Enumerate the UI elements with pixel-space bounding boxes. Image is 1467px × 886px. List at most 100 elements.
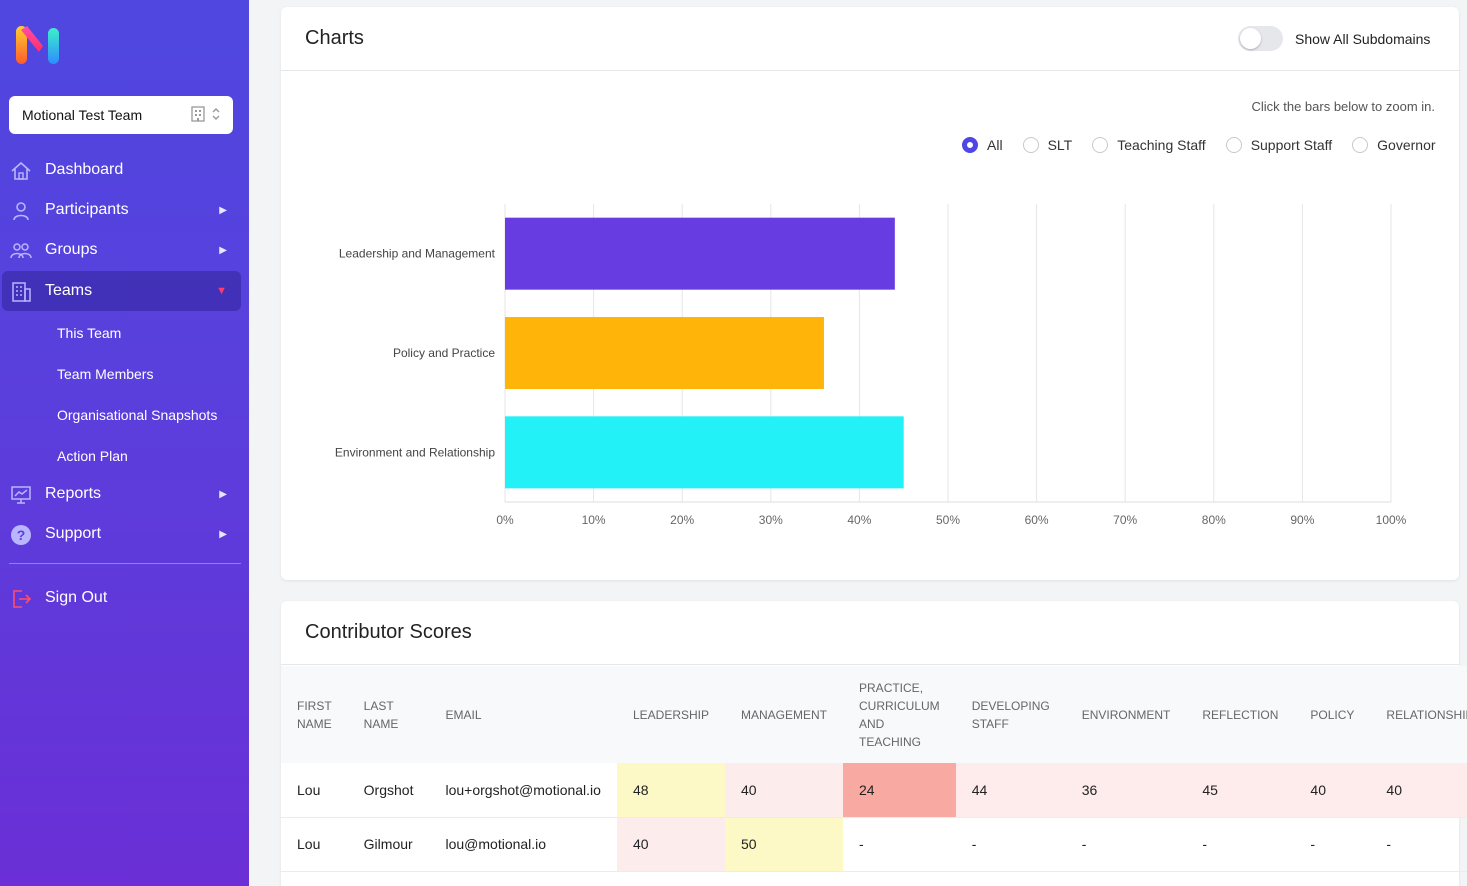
cell-score: 45	[1186, 763, 1295, 818]
nav-label: Reports	[45, 485, 102, 502]
contributor-scores-card: Contributor Scores FIRST NAME LAST NAME …	[281, 601, 1467, 886]
radio-dot	[1225, 137, 1242, 153]
radio-teaching-staff[interactable]: Teaching Staff	[1092, 137, 1206, 153]
staff-filter-radios: All SLT Teaching Staff Support Staff Gov…	[962, 137, 1436, 153]
team-select-value: Motional Test Team	[22, 107, 143, 123]
col-policy[interactable]: POLICY	[1294, 666, 1371, 763]
cell-score: -	[1370, 817, 1467, 872]
nav-participants[interactable]: Participants ▶	[2, 190, 241, 230]
bar[interactable]	[505, 317, 824, 389]
radio-label: SLT	[1047, 137, 1073, 153]
nav-label: Teams	[45, 282, 93, 299]
nav-label: Groups	[45, 241, 98, 258]
col-leadership[interactable]: LEADERSHIP	[616, 666, 725, 763]
radio-support-staff[interactable]: Support Staff	[1225, 137, 1333, 153]
table-row[interactable]: Lou Orgshot lou+orgshot@motional.io 48 4…	[281, 763, 1467, 818]
x-tick-label: 0%	[496, 513, 514, 527]
svg-text:?: ?	[17, 527, 26, 543]
bar[interactable]	[505, 217, 895, 290]
x-tick-label: 50%	[936, 513, 960, 527]
scores-table: FIRST NAME LAST NAME EMAIL LEADERSHIP MA…	[281, 666, 1467, 872]
nav-sign-out[interactable]: Sign Out	[2, 578, 241, 618]
col-environment[interactable]: ENVIRONMENT	[1065, 666, 1187, 763]
radio-dot	[1092, 137, 1109, 153]
cell-last-name: Gilmour	[347, 817, 430, 872]
subnav-this-team[interactable]: This Team	[57, 325, 122, 341]
cell-first-name: Lou	[281, 763, 348, 818]
nav-dashboard[interactable]: Dashboard	[2, 150, 241, 190]
col-last-name[interactable]: LAST NAME	[347, 666, 430, 763]
cell-score: 24	[843, 763, 956, 818]
cell-first-name: Lou	[281, 817, 348, 872]
subnav-action-plan[interactable]: Action Plan	[57, 448, 128, 464]
show-all-subdomains-toggle[interactable]	[1238, 26, 1283, 51]
radio-dot	[962, 137, 978, 153]
x-tick-label: 80%	[1202, 513, 1226, 527]
sidebar: Motional Test Team Dashboard Participan	[0, 0, 249, 886]
x-tick-label: 100%	[1376, 513, 1407, 527]
cell-score: -	[1294, 817, 1371, 872]
radio-governor[interactable]: Governor	[1352, 137, 1436, 153]
radio-label: Support Staff	[1250, 137, 1333, 153]
user-icon	[13, 202, 29, 221]
nav-label: Dashboard	[45, 161, 124, 178]
cell-score: 40	[616, 817, 725, 872]
category-label: Leadership and Management	[339, 247, 496, 261]
caret-right-icon: ▶	[219, 488, 227, 500]
sidebar-divider	[9, 563, 241, 564]
radio-label: All	[987, 137, 1003, 153]
cell-score: -	[955, 817, 1066, 872]
col-practice-curriculum-teaching[interactable]: PRACTICE, CURRICULUM AND TEACHING	[843, 666, 956, 763]
nav-groups[interactable]: Groups ▶	[2, 230, 241, 270]
cell-score: 40	[1370, 763, 1467, 818]
cell-score: 40	[725, 763, 844, 818]
col-relationship[interactable]: RELATIONSHIP	[1370, 666, 1467, 763]
cell-score: 50	[725, 817, 844, 872]
x-tick-label: 70%	[1113, 513, 1137, 527]
x-tick-label: 90%	[1290, 513, 1314, 527]
nav-reports[interactable]: Reports ▶	[2, 474, 241, 514]
radio-dot	[1022, 137, 1039, 153]
cell-score: 44	[955, 763, 1066, 818]
nav-label: Support	[45, 525, 102, 542]
category-label: Policy and Practice	[393, 346, 495, 360]
col-email[interactable]: EMAIL	[429, 666, 617, 763]
question-icon: ?	[11, 525, 31, 545]
subnav-team-members[interactable]: Team Members	[57, 366, 154, 382]
nav-teams[interactable]: Teams ▼	[2, 271, 241, 311]
cell-score: -	[1065, 817, 1187, 872]
team-select[interactable]: Motional Test Team	[9, 96, 233, 134]
cell-email: lou+orgshot@motional.io	[429, 763, 617, 818]
subnav-organisational-snapshots[interactable]: Organisational Snapshots	[57, 407, 218, 423]
cell-score: 40	[1294, 763, 1371, 818]
col-management[interactable]: MANAGEMENT	[725, 666, 844, 763]
x-tick-label: 60%	[1025, 513, 1049, 527]
radio-all[interactable]: All	[962, 137, 1003, 153]
bar[interactable]	[505, 416, 904, 489]
home-icon	[11, 161, 31, 180]
radio-slt[interactable]: SLT	[1022, 137, 1073, 153]
table-row[interactable]: Lou Gilmour lou@motional.io 40 50 - - - …	[281, 817, 1467, 872]
scores-title: Contributor Scores	[305, 621, 472, 643]
col-developing-staff[interactable]: DEVELOPING STAFF	[955, 666, 1066, 763]
domain-bar-chart: 0% 10% 20% 30% 40% 50% 60% 70% 80% 90% 100% Leaders…	[335, 204, 1407, 527]
x-tick-label: 10%	[582, 513, 606, 527]
cell-score: -	[843, 817, 956, 872]
cell-score: 48	[616, 763, 725, 818]
charts-card: Charts Show All Subdomains Click the bar…	[281, 7, 1459, 580]
nav-support[interactable]: ? Support ▶	[2, 514, 241, 554]
cell-score: -	[1186, 817, 1295, 872]
radio-dot	[1352, 137, 1369, 153]
toggle-label: Show All Subdomains	[1295, 31, 1431, 47]
radio-label: Teaching Staff	[1117, 137, 1206, 153]
motional-logo[interactable]	[15, 22, 61, 66]
cell-email: lou@motional.io	[429, 817, 617, 872]
caret-right-icon: ▶	[219, 244, 227, 256]
logout-icon	[13, 590, 32, 608]
col-first-name[interactable]: FIRST NAME	[281, 666, 348, 763]
col-reflection[interactable]: REFLECTION	[1186, 666, 1295, 763]
caret-down-icon: ▼	[216, 285, 227, 297]
x-tick-label: 40%	[847, 513, 871, 527]
building-icon	[191, 106, 205, 122]
nav-label: Sign Out	[45, 589, 108, 606]
